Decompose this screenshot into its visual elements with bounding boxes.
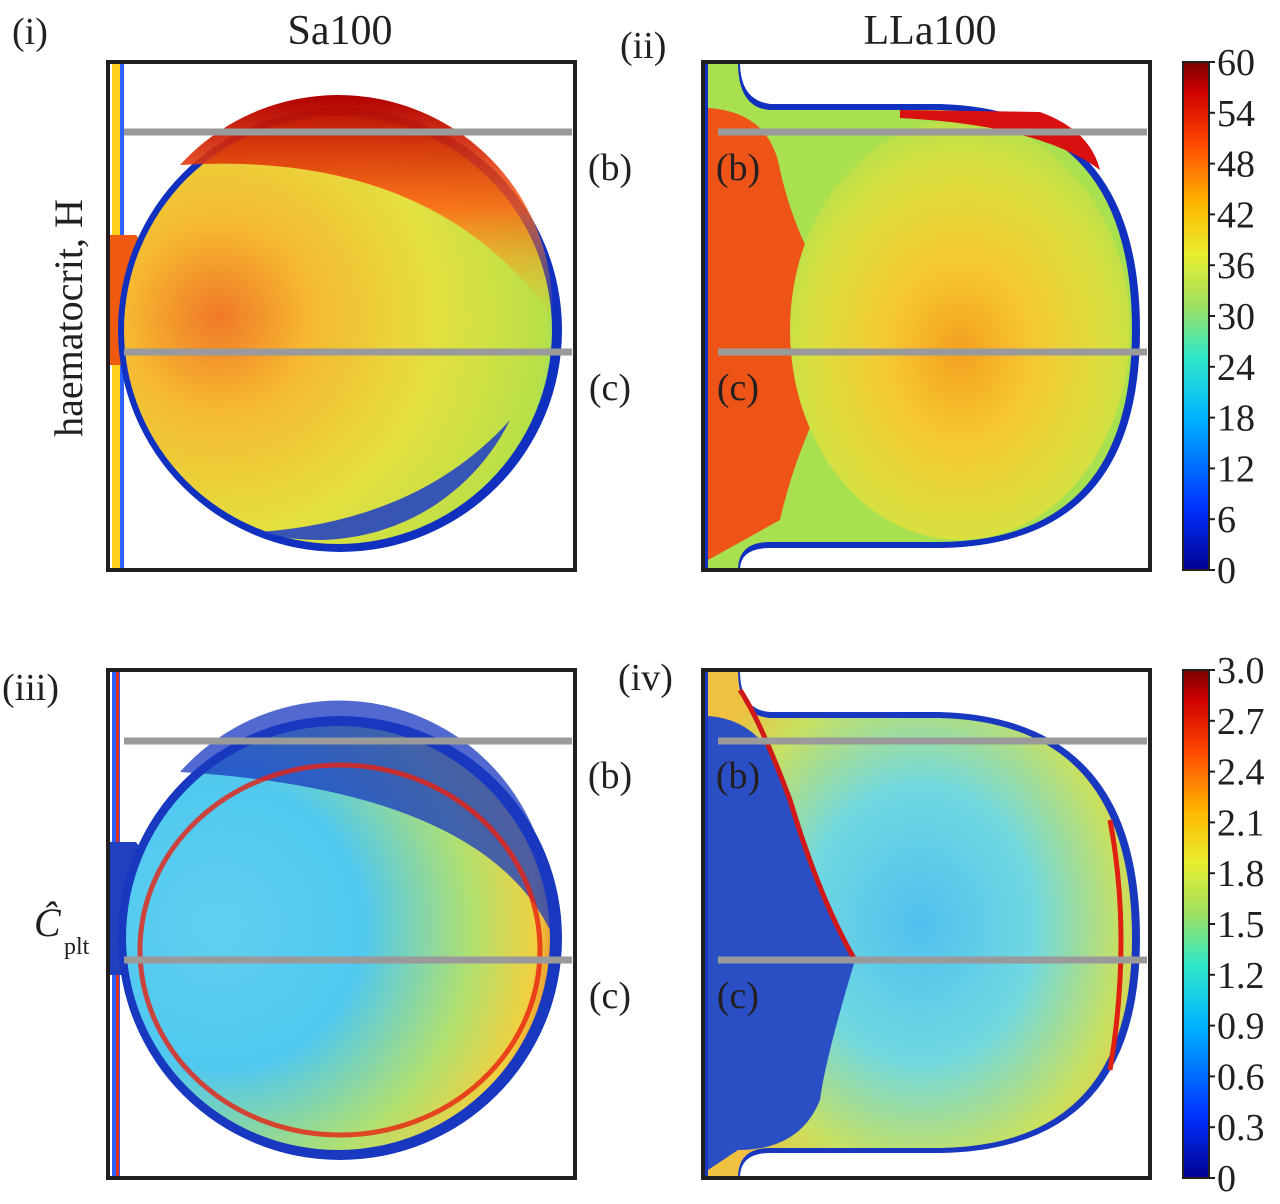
colorbar-tick-label: 0.3 — [1217, 1107, 1265, 1149]
cut-label-c: (c) — [717, 975, 759, 1017]
aneurysm-fill — [124, 116, 552, 544]
panel-ii-haematocrit-lateral: (b) (c) (ii) LLa100 — [620, 8, 1152, 572]
colorbar-tick-label: 24 — [1217, 347, 1255, 389]
colorbar-ticks: 3.0 2.7 2.4 2.1 1.8 1.5 1.2 0.9 0.6 0.3 0 — [1209, 650, 1265, 1200]
panel-frame — [701, 60, 1152, 572]
cut-label-b: (b) — [716, 147, 760, 189]
cut-label-b: (b) — [716, 755, 760, 797]
colorbar-tick-label: 54 — [1217, 93, 1255, 135]
colorbar-tick-label: 0.9 — [1217, 1006, 1265, 1048]
panel-label: (ii) — [620, 25, 666, 67]
colorbar-scale — [1182, 61, 1210, 571]
cut-label-c: (c) — [717, 367, 759, 409]
y-axis-label: haematocrit, H — [46, 199, 91, 437]
colorbar-tick-label: 2.1 — [1217, 802, 1265, 844]
colorbar-tick-label: 0 — [1217, 1158, 1236, 1200]
cut-label-b: (b) — [588, 755, 632, 797]
stagnant-red-zone — [708, 108, 860, 560]
panel-title: LLa100 — [864, 8, 997, 54]
panel-iii-platelet-sac: (b) (c) (iii) Ĉ plt — [2, 667, 632, 1180]
panel-frame — [106, 60, 577, 572]
y-axis-label: Ĉ — [34, 900, 62, 945]
colorbar-tick-label: 1.8 — [1217, 853, 1265, 895]
colorbar-tick-label: 0.6 — [1217, 1056, 1265, 1098]
stagnant-low-zone — [708, 716, 855, 1170]
colorbar-scale — [1182, 669, 1210, 1179]
panel-frame — [106, 668, 577, 1180]
colorbar-tick-label: 2.4 — [1217, 752, 1265, 794]
panel-label: (iv) — [618, 657, 673, 699]
colorbar-tick-label: 1.2 — [1217, 955, 1265, 997]
colorbar-tick-label: 6 — [1217, 499, 1236, 541]
panel-i-haematocrit-sac: (b) (c) (i) Sa100 haematocrit, H — [12, 8, 632, 572]
aneurysm-fill — [126, 726, 550, 1150]
colorbar-tick-label: 42 — [1217, 194, 1255, 236]
cut-label-c: (c) — [589, 975, 631, 1017]
colorbar-tick-label: 36 — [1217, 245, 1255, 287]
colorbar-tick-label: 1.5 — [1217, 904, 1265, 946]
panel-label: (iii) — [2, 667, 59, 709]
colorbar-tick-label: 0 — [1217, 550, 1236, 592]
y-axis-label-subscript: plt — [64, 934, 90, 960]
colorbar-tick-label: 48 — [1217, 144, 1255, 186]
colorbar-tick-label: 2.7 — [1217, 701, 1265, 743]
colorbar-tick-label: 30 — [1217, 296, 1255, 338]
colorbar-tick-label: 60 — [1217, 42, 1255, 84]
panel-frame — [701, 668, 1152, 1180]
cut-label-c: (c) — [589, 367, 631, 409]
colorbar-platelet: 3.0 2.7 2.4 2.1 1.8 1.5 1.2 0.9 0.6 0.3 0 — [1182, 650, 1265, 1200]
cut-label-b: (b) — [588, 147, 632, 189]
colorbar-tick-label: 12 — [1217, 448, 1255, 490]
colorbar-tick-label: 3.0 — [1217, 650, 1265, 692]
panel-title: Sa100 — [288, 8, 393, 54]
panel-iv-platelet-lateral: (b) (c) (iv) — [618, 657, 1152, 1180]
vortex-fill — [790, 120, 1130, 540]
panel-label: (i) — [12, 11, 48, 53]
colorbar-tick-label: 18 — [1217, 398, 1255, 440]
